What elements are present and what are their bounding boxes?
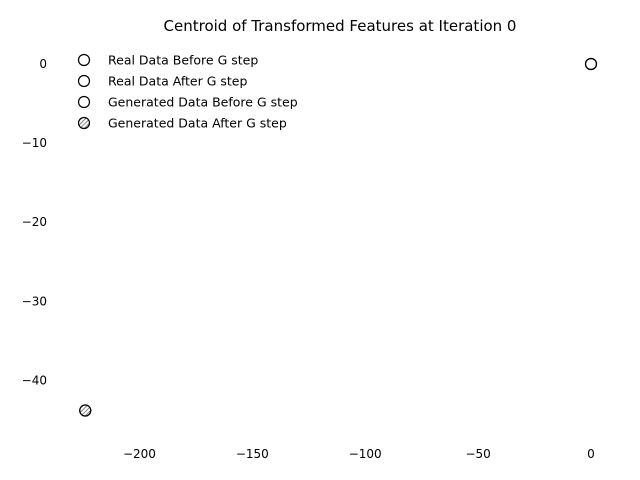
x-tick-label: −50 — [465, 447, 490, 461]
legend-entry-label: Real Data After G step — [108, 74, 247, 89]
legend-entry-label: Real Data Before G step — [108, 53, 258, 68]
data-points — [79, 57, 598, 417]
x-tick-label: 0 — [587, 447, 595, 461]
legend-marker — [77, 53, 91, 67]
y-axis-ticks: 0 −10 −20 −30 −40 — [22, 57, 47, 387]
y-tick-label: −40 — [22, 373, 47, 387]
x-tick-label: −200 — [123, 447, 156, 461]
legend-entry-label: Generated Data After G step — [108, 116, 287, 131]
legend-entry-label: Generated Data Before G step — [108, 95, 298, 110]
x-tick-label: −100 — [349, 447, 382, 461]
data-point — [79, 404, 92, 417]
y-tick-label: −30 — [22, 294, 47, 308]
x-axis-ticks: −200 −150 −100 −50 0 — [123, 447, 595, 461]
x-tick-label: −150 — [236, 447, 269, 461]
y-tick-label: −20 — [22, 215, 47, 229]
legend: Real Data Before G step Real Data After G… — [77, 53, 298, 131]
legend-marker — [77, 116, 91, 130]
legend-marker — [77, 74, 91, 88]
legend-marker — [77, 95, 91, 109]
data-point — [584, 57, 598, 71]
chart-title: Centroid of Transformed Features at Iter… — [164, 17, 517, 35]
y-tick-label: −10 — [22, 136, 47, 150]
y-tick-label: 0 — [39, 57, 47, 71]
